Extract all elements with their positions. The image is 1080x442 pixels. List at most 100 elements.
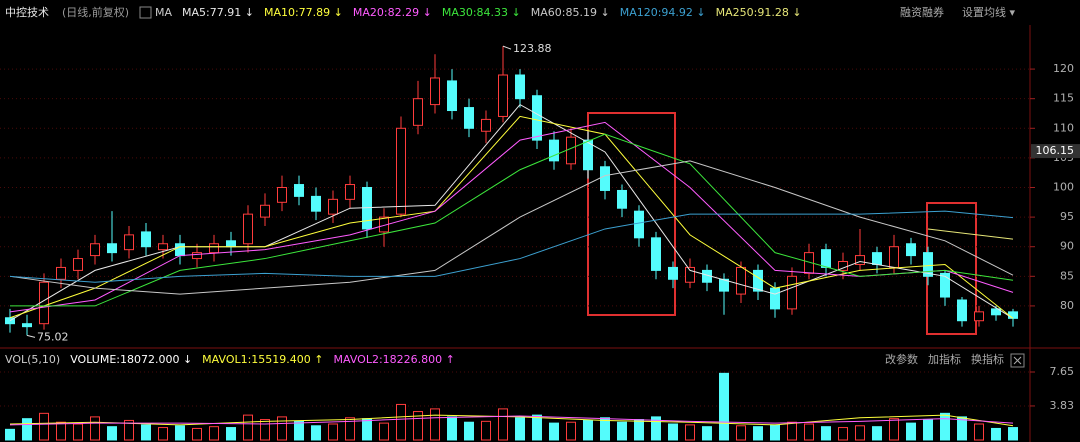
- ma-line: [9, 210, 1014, 283]
- volume-bar: [447, 416, 457, 441]
- volume-bar: [821, 426, 831, 441]
- price-panel: 80859095100105110115120: [0, 45, 1074, 338]
- volume-bar: [5, 428, 15, 441]
- volume-bar: [22, 418, 32, 441]
- button[interactable]: 加指标: [928, 352, 961, 366]
- y-tick-label: 3.83: [1050, 399, 1075, 412]
- candle-body: [481, 118, 491, 132]
- volume-bar: [549, 422, 559, 441]
- candle-body: [192, 252, 202, 260]
- legend-label: MA30:84.33 ↓: [442, 6, 521, 19]
- y-tick-label: 120: [1053, 62, 1074, 75]
- candle-body: [991, 308, 1001, 316]
- button[interactable]: 设置均线 ▾: [962, 5, 1015, 19]
- low-annotation: 75.02: [37, 330, 69, 343]
- volume-bar: [906, 422, 916, 441]
- candle-body: [1008, 311, 1018, 319]
- candle-body: [906, 243, 916, 257]
- button[interactable]: 融资融券: [900, 5, 944, 19]
- volume-bar: [498, 408, 508, 441]
- candle-body: [634, 210, 644, 239]
- y-tick-label: 7.65: [1050, 365, 1075, 378]
- candle-body: [277, 187, 287, 203]
- candle-body: [770, 287, 780, 310]
- candle-body: [56, 266, 66, 280]
- volume-bar: [566, 421, 576, 441]
- candle-body: [226, 240, 236, 248]
- volume-bar: [991, 427, 1001, 441]
- y-tick-label: 115: [1053, 92, 1074, 105]
- legend-label: VOLUME:18072.000 ↓: [70, 353, 192, 366]
- candle-body: [617, 189, 627, 209]
- volume-bar: [974, 423, 984, 441]
- candle-body: [736, 266, 746, 295]
- ma-line: [10, 133, 1014, 307]
- candle-body: [430, 77, 440, 106]
- price-tag-label: 106.15: [1036, 144, 1075, 157]
- volume-bar: [328, 423, 338, 441]
- candle-body: [923, 252, 933, 277]
- volume-bar: [464, 421, 474, 441]
- candle-body: [787, 275, 797, 310]
- volume-bar: [158, 427, 168, 441]
- y-tick-label: 110: [1053, 121, 1074, 134]
- volume-bar: [753, 426, 763, 441]
- volume-bar: [141, 424, 151, 441]
- candle-body: [158, 243, 168, 251]
- volume-bar: [702, 426, 712, 441]
- toggle-icon[interactable]: [139, 6, 152, 19]
- volume-panel: 3.83 7.65: [0, 365, 1075, 441]
- volume-bar: [277, 416, 287, 441]
- volume-bar: [770, 424, 780, 441]
- volume-bar: [1008, 427, 1018, 441]
- candle-body: [175, 243, 185, 257]
- volume-bar: [804, 423, 814, 441]
- candle-body: [260, 204, 270, 218]
- volume-bar: [362, 418, 372, 441]
- candle-body: [90, 243, 100, 257]
- volume-bar: [345, 417, 355, 441]
- legend-label: MA10:77.89 ↓: [264, 6, 343, 19]
- candle-body: [566, 136, 576, 165]
- candle-body: [294, 184, 304, 197]
- volume-bar: [192, 427, 202, 441]
- legend-label: VOL(5,10): [5, 353, 60, 366]
- high-annotation: 123.88: [513, 42, 552, 55]
- legend-label: MA60:85.19 ↓: [531, 6, 610, 19]
- volume-bar: [617, 421, 627, 441]
- volume-bar: [838, 427, 848, 441]
- candle-body: [872, 252, 882, 265]
- volume-bar: [855, 425, 865, 441]
- volume-bar: [107, 426, 117, 441]
- button[interactable]: 换指标: [971, 352, 1004, 366]
- y-tick-label: 80: [1060, 299, 1074, 312]
- legend-label: MA: [155, 6, 172, 19]
- legend-label: MA250:91.28 ↓: [716, 6, 802, 19]
- volume-bar: [668, 423, 678, 441]
- volume-bar: [889, 418, 899, 441]
- candle-body: [821, 249, 831, 268]
- candle-body: [498, 74, 508, 117]
- y-tick-label: 90: [1060, 240, 1074, 253]
- pointer: [26, 334, 36, 338]
- volume-bar: [226, 427, 236, 441]
- ma-line: [9, 160, 1014, 295]
- close-icon[interactable]: [1010, 353, 1025, 368]
- candle-body: [515, 74, 525, 100]
- price-tag: [1031, 144, 1080, 159]
- y-tick-label: 100: [1053, 181, 1074, 194]
- y-tick-label: 95: [1060, 210, 1074, 223]
- legend-label: MA5:77.91 ↓: [182, 6, 254, 19]
- volume-bar: [311, 425, 321, 441]
- legend-label: MA20:82.29 ↓: [353, 6, 432, 19]
- volume-bar: [260, 419, 270, 441]
- candle-body: [447, 80, 457, 112]
- volume-bar: [600, 417, 610, 441]
- labels: 123.88 75.02 106.15 中控技术 (日线,前复权) MA MA5:77.91…: [5, 5, 1080, 366]
- volume-bar: [73, 423, 83, 441]
- candle-body: [396, 127, 406, 215]
- button[interactable]: 改参数: [885, 352, 918, 366]
